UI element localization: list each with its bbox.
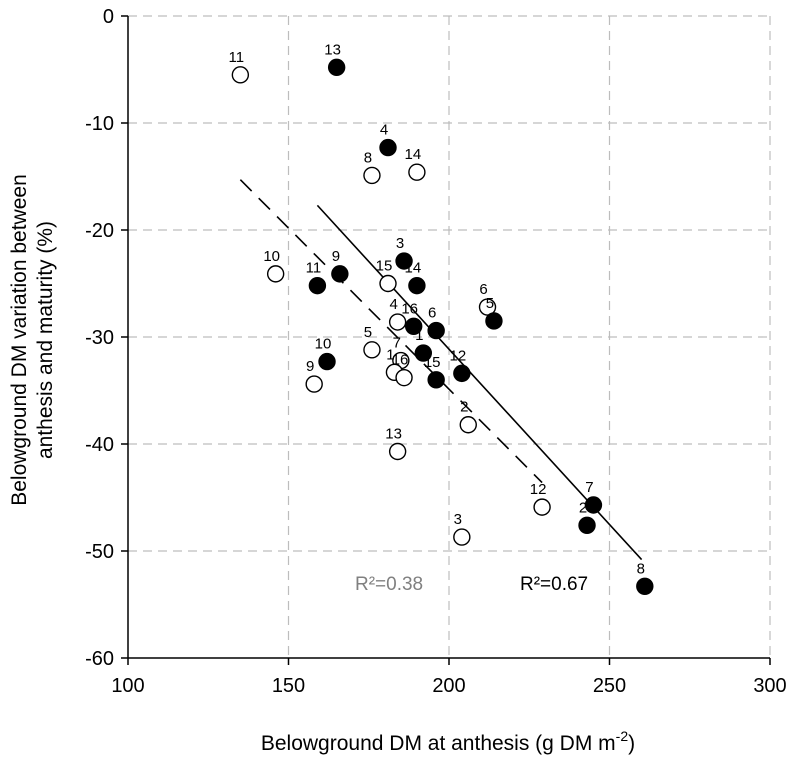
open-point-label: 5 <box>364 324 372 341</box>
filled-point-label: 9 <box>332 248 340 265</box>
open-point-label: 4 <box>389 296 397 313</box>
y-tick-label: -30 <box>85 327 114 349</box>
filled-point-label: 5 <box>486 295 494 312</box>
filled-point <box>327 58 346 77</box>
open-point <box>363 166 381 185</box>
x-tick-label: 150 <box>272 675 305 697</box>
filled-point-label: 6 <box>428 305 436 322</box>
filled-point <box>379 138 397 157</box>
filled-point <box>408 276 426 295</box>
filled-point <box>427 321 445 340</box>
filled-point <box>331 265 349 283</box>
filled-point-label: 8 <box>637 560 645 577</box>
filled-point-label: 10 <box>315 336 332 353</box>
open-point-label: 8 <box>364 149 372 166</box>
open-point-label: 3 <box>454 511 462 528</box>
y-tick-label: -60 <box>85 648 114 670</box>
filled-point-label: 16 <box>401 300 418 317</box>
y-tick-label: -40 <box>85 434 114 456</box>
filled-point <box>395 252 413 270</box>
y-tick-label: -10 <box>85 113 114 135</box>
x-tick-label: 200 <box>432 675 465 697</box>
filled-point <box>308 276 327 295</box>
open-point <box>266 265 285 283</box>
r2-filled-label: R²=0.67 <box>520 574 588 595</box>
open-point-label: 14 <box>405 146 422 163</box>
filled-point <box>584 496 603 514</box>
open-point <box>305 375 323 393</box>
filled-point-label: 14 <box>405 260 422 277</box>
data-points <box>231 58 654 596</box>
open-point <box>533 498 551 516</box>
x-tick-label: 100 <box>111 675 144 697</box>
x-tick-label: 250 <box>593 675 626 697</box>
x-tick-label: 300 <box>753 675 786 697</box>
filled-point <box>414 344 433 362</box>
open-point-label: 12 <box>530 481 547 498</box>
filled-point <box>318 352 336 371</box>
open-point-label: 6 <box>479 281 487 298</box>
filled-point-label: 11 <box>306 260 322 277</box>
open-point-label: 2 <box>460 399 468 416</box>
filled-point-label: 13 <box>324 41 341 58</box>
x-axis-label: Belowground DM at anthesis (g DM m-2) <box>261 728 635 755</box>
open-point <box>231 66 250 84</box>
y-tick-label: 0 <box>103 6 114 28</box>
filled-point-label: 7 <box>585 479 593 496</box>
x-axis-label-main: Belowground DM at anthesis (g DM m <box>261 732 616 755</box>
open-point <box>408 163 426 181</box>
y-axis-label-line2: anthesis and maturity (%) <box>34 221 57 459</box>
open-point <box>453 528 471 546</box>
open-point <box>478 298 497 316</box>
open-point <box>388 313 407 331</box>
open-point <box>395 368 413 387</box>
filled-point <box>427 371 445 389</box>
open-point-label: 10 <box>263 248 280 265</box>
open-point-label: 11 <box>229 49 245 66</box>
x-axis-label-suffix: ) <box>628 732 635 755</box>
filled-point-label: 2 <box>579 499 587 516</box>
filled-point-label: 4 <box>380 122 388 139</box>
filled-point <box>636 577 654 596</box>
filled-point <box>453 364 471 383</box>
open-point-label: 15 <box>376 258 393 275</box>
open-point-label: 1 <box>386 346 394 363</box>
open-point-label: 16 <box>392 352 409 369</box>
filled-point <box>485 312 503 330</box>
open-point-label: 7 <box>393 335 401 352</box>
gridlines <box>128 15 771 658</box>
r2-open-label: R²=0.38 <box>355 574 423 595</box>
filled-point-label: 15 <box>424 354 441 371</box>
filled-point-label: 12 <box>449 347 466 364</box>
x-axis-label-superscript: -2 <box>616 728 629 744</box>
filled-point-label: 3 <box>396 235 404 252</box>
y-axis-label-line1: Belowground DM variation between <box>8 174 31 506</box>
y-axis-label: Belowground DM variation between anthesi… <box>8 174 57 506</box>
filled-point <box>578 516 596 535</box>
open-point-label: 13 <box>385 425 402 442</box>
y-tick-label: -20 <box>85 220 114 242</box>
open-point <box>388 442 407 461</box>
y-tick-label: -50 <box>85 541 114 563</box>
trendline-open <box>239 179 543 484</box>
open-point <box>459 416 477 434</box>
filled-point-label: 1 <box>415 327 423 344</box>
open-point-label: 9 <box>306 358 314 375</box>
axes: 100 150 200 250 300 0 -10 -20 -30 -40 -50 -60 <box>85 6 787 697</box>
filled-point <box>404 317 423 335</box>
open-point <box>379 274 397 293</box>
open-point <box>363 341 381 359</box>
